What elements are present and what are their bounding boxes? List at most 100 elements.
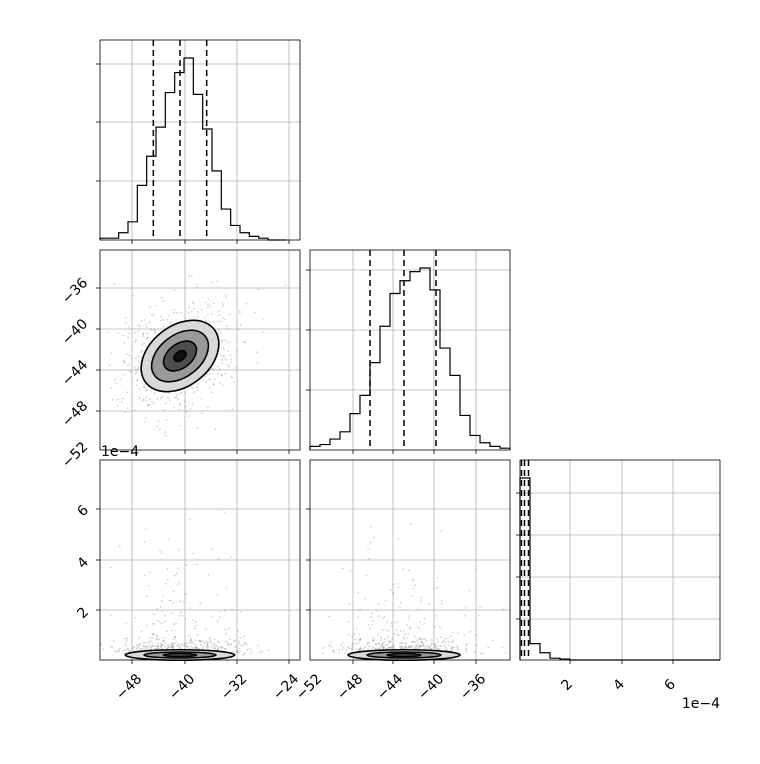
scatter-point xyxy=(391,646,394,648)
scatter-point xyxy=(436,645,438,648)
scatter-point xyxy=(402,636,405,638)
scatter-point xyxy=(366,643,369,646)
scatter-point xyxy=(132,294,135,297)
scatter-point xyxy=(220,645,223,648)
scatter-point xyxy=(405,642,408,645)
scatter-point xyxy=(351,635,353,638)
scatter-point xyxy=(112,640,115,642)
scatter-point xyxy=(184,405,187,408)
scatter-point xyxy=(482,653,484,655)
panel-frame xyxy=(309,249,511,451)
scatter-point xyxy=(225,296,227,298)
scatter-point xyxy=(419,637,422,639)
col1-x-tick: −32 xyxy=(218,671,250,703)
scatter-point xyxy=(368,641,370,644)
scatter-point xyxy=(145,624,148,627)
scatter-point xyxy=(451,641,453,644)
scatter-point xyxy=(123,341,126,344)
scatter-point xyxy=(144,645,147,648)
scatter-point xyxy=(372,646,375,648)
scatter-point xyxy=(439,645,441,647)
scatter-point xyxy=(411,641,414,644)
scatter-point xyxy=(110,387,113,390)
row3-y-tick: 2 xyxy=(74,604,92,622)
scatter-point xyxy=(347,646,350,649)
scatter-point xyxy=(359,638,361,640)
scatter-point xyxy=(219,331,222,334)
scatter-point xyxy=(348,602,351,605)
col3-x-tick: 6 xyxy=(661,676,679,694)
scatter-point xyxy=(124,642,127,645)
scatter-point xyxy=(402,646,405,649)
scatter-point xyxy=(164,431,167,434)
scatter-point xyxy=(406,637,409,640)
scatter-point xyxy=(146,641,149,644)
scatter-point xyxy=(358,648,361,651)
scatter-point xyxy=(430,647,433,650)
scatter-point xyxy=(118,647,121,650)
scatter-point xyxy=(213,638,216,641)
scatter-point xyxy=(140,350,143,353)
scatter-point xyxy=(188,415,191,417)
panel-frame xyxy=(99,39,301,241)
scatter-point xyxy=(212,368,215,371)
scatter-point xyxy=(257,644,260,647)
scatter-point xyxy=(147,584,150,587)
scatter-point xyxy=(230,608,233,611)
scatter-point xyxy=(430,639,433,642)
scatter-point xyxy=(185,642,188,644)
scatter-point xyxy=(213,646,216,649)
scatter-point xyxy=(226,363,229,366)
scatter-point xyxy=(126,391,129,394)
scatter-point xyxy=(439,626,441,629)
scatter-point xyxy=(182,601,185,603)
scatter-point xyxy=(168,646,171,649)
scatter-point xyxy=(199,640,201,642)
scatter-point xyxy=(107,331,109,334)
scatter-point xyxy=(170,629,173,632)
scatter-point xyxy=(127,364,129,366)
scatter-point xyxy=(137,367,139,370)
scatter-point xyxy=(203,641,206,644)
scatter-point xyxy=(422,638,425,640)
scatter-point xyxy=(328,615,330,618)
scatter-point xyxy=(390,647,393,649)
scatter-point xyxy=(412,587,415,590)
scatter-point xyxy=(126,637,129,640)
scatter-point xyxy=(233,640,236,642)
scatter-point xyxy=(160,644,163,647)
scatter-point xyxy=(130,357,133,359)
scatter-point xyxy=(213,648,215,651)
scatter-point xyxy=(156,646,159,648)
scatter-point xyxy=(176,311,178,314)
scatter-point xyxy=(196,311,199,313)
scatter-point xyxy=(262,318,265,321)
scatter-point xyxy=(426,644,429,647)
scatter-point xyxy=(179,424,182,427)
scatter-point xyxy=(413,635,415,638)
scatter-point xyxy=(148,321,151,324)
scatter-point xyxy=(115,382,118,385)
scatter-point xyxy=(447,641,450,643)
scatter-point xyxy=(216,648,219,651)
scatter-point xyxy=(381,644,384,647)
scatter-point xyxy=(127,332,130,335)
scatter-point xyxy=(168,538,171,541)
scatter-point xyxy=(396,620,399,623)
scatter-point xyxy=(145,389,148,392)
scatter-point xyxy=(195,621,198,623)
scatter-point xyxy=(492,639,494,642)
scatter-point xyxy=(142,332,145,335)
scatter-point xyxy=(177,398,180,401)
scatter-point xyxy=(366,641,369,644)
scatter-point xyxy=(201,640,204,642)
scatter-point xyxy=(166,568,169,571)
scatter-point xyxy=(146,595,148,598)
scatter-point xyxy=(244,643,247,645)
scatter-point xyxy=(413,640,415,643)
scatter-point xyxy=(149,640,152,642)
scatter-point xyxy=(230,556,232,558)
scatter-point xyxy=(196,389,199,391)
scatter-point xyxy=(238,640,241,643)
scatter-point xyxy=(129,370,132,372)
